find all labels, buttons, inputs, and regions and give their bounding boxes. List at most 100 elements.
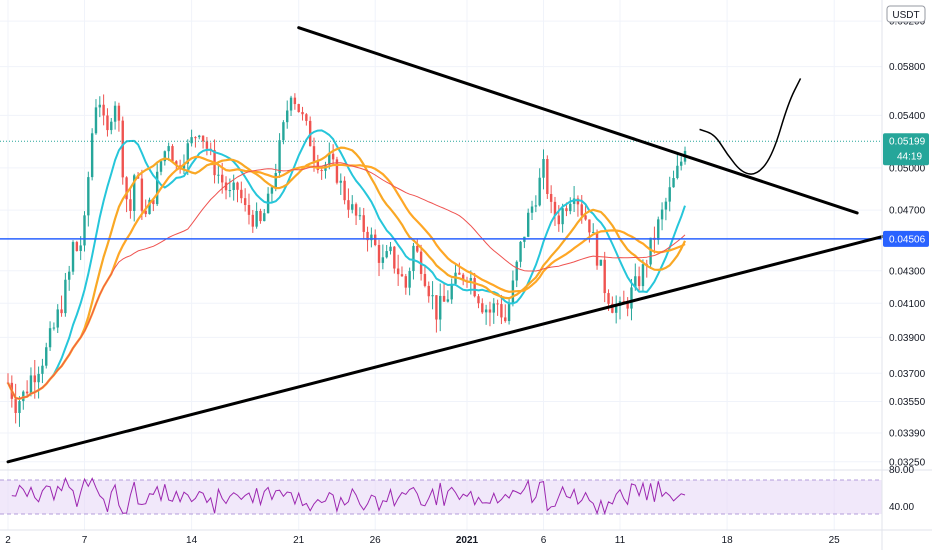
candle-body xyxy=(496,303,499,305)
candle-body xyxy=(282,122,285,141)
lower-trendline xyxy=(6,233,890,464)
candle-body xyxy=(286,110,289,123)
price-tick-label: 0.03550 xyxy=(889,397,926,408)
candle-body xyxy=(592,231,595,233)
candle-body xyxy=(87,177,90,216)
candle-body xyxy=(45,347,48,366)
candle-body xyxy=(106,115,109,131)
candle-body xyxy=(305,114,308,121)
candle-body xyxy=(358,215,362,217)
candle-body xyxy=(41,365,44,374)
drawings-layer[interactable] xyxy=(0,26,890,464)
candle-body xyxy=(630,287,633,309)
currency-badge[interactable]: USDT xyxy=(886,5,926,23)
candle-body xyxy=(171,146,174,162)
candle-body xyxy=(546,159,549,195)
candle-body xyxy=(614,305,618,313)
candle-body xyxy=(680,161,683,166)
candle-body xyxy=(657,219,660,240)
candle-body xyxy=(603,259,606,294)
candle-body xyxy=(270,187,274,194)
candle-body xyxy=(400,274,404,277)
candle-body xyxy=(18,401,21,413)
price-axis[interactable]: 0.062000.058000.054000.050000.047000.043… xyxy=(881,0,929,550)
date-tick-label: 2 xyxy=(5,535,11,546)
candle-body xyxy=(83,215,86,246)
candle-body xyxy=(641,264,645,287)
candle-body xyxy=(320,170,323,172)
candle-body xyxy=(557,215,560,225)
candle-body xyxy=(561,208,564,225)
mid-ma-line xyxy=(7,146,686,400)
candle-body xyxy=(29,375,33,394)
candle-body xyxy=(427,285,430,297)
candle-body xyxy=(588,219,591,233)
candle-body xyxy=(263,213,266,222)
slow-ma-line xyxy=(7,162,686,400)
price-tick-label: 0.05000 xyxy=(889,163,926,174)
candle-body xyxy=(507,303,511,322)
candle-body xyxy=(580,204,583,216)
candle-body xyxy=(14,398,17,413)
mid2-ma-line xyxy=(7,155,686,400)
candle-body xyxy=(412,245,415,272)
level-price-value: 0.04506 xyxy=(889,234,926,245)
candle-body xyxy=(469,278,473,281)
candle-body xyxy=(259,210,262,222)
candle-body xyxy=(190,137,193,144)
candle-body xyxy=(102,104,105,116)
candle-body xyxy=(301,112,304,115)
candle-body xyxy=(370,234,373,241)
date-tick-label: 18 xyxy=(722,535,734,546)
price-tick-label: 0.03390 xyxy=(889,429,926,440)
candle-body xyxy=(64,279,67,314)
candle-body xyxy=(297,104,300,113)
candle-body xyxy=(408,271,411,288)
candle-body xyxy=(339,180,342,183)
candle-body xyxy=(316,161,320,171)
candle-body xyxy=(500,304,503,318)
date-tick-label: 2021 xyxy=(456,535,479,546)
candle-body xyxy=(519,241,522,262)
price-tick-label: 0.03700 xyxy=(889,369,926,380)
candle-body xyxy=(129,199,132,211)
candle-body xyxy=(140,178,144,211)
candle-body xyxy=(182,163,186,169)
candle-body xyxy=(79,245,82,251)
candle-body xyxy=(366,231,369,241)
candle-body xyxy=(439,295,442,320)
candle-body xyxy=(381,257,385,263)
candle-body xyxy=(396,268,400,275)
countdown-value: 44:19 xyxy=(897,152,922,163)
candle-body xyxy=(423,273,427,286)
candle-body xyxy=(232,182,235,191)
candle-body xyxy=(186,143,189,164)
candle-body xyxy=(622,301,626,303)
candle-body xyxy=(205,141,209,149)
date-tick-label: 11 xyxy=(615,535,626,546)
candle-body xyxy=(442,295,446,302)
candle-body xyxy=(565,208,568,212)
candle-body xyxy=(236,182,239,190)
candle-body xyxy=(144,210,147,215)
time-axis[interactable]: 2 7 14 21 26 2021 6 11 18 25 xyxy=(0,529,932,546)
candle-body xyxy=(328,153,331,165)
candle-body xyxy=(672,178,675,188)
date-tick-label: 7 xyxy=(82,535,88,546)
candle-body xyxy=(374,234,377,246)
date-tick-label: 14 xyxy=(186,535,198,546)
candle-body xyxy=(221,174,224,183)
candle-body xyxy=(152,199,155,205)
candle-body xyxy=(71,242,75,272)
candle-body xyxy=(488,309,492,313)
rsi-line xyxy=(11,476,686,515)
candle-body xyxy=(504,317,507,322)
candle-body xyxy=(362,215,365,232)
candle-body xyxy=(576,198,580,205)
candle-body xyxy=(481,303,484,313)
candle-body xyxy=(312,146,316,162)
candle-body xyxy=(335,159,339,183)
